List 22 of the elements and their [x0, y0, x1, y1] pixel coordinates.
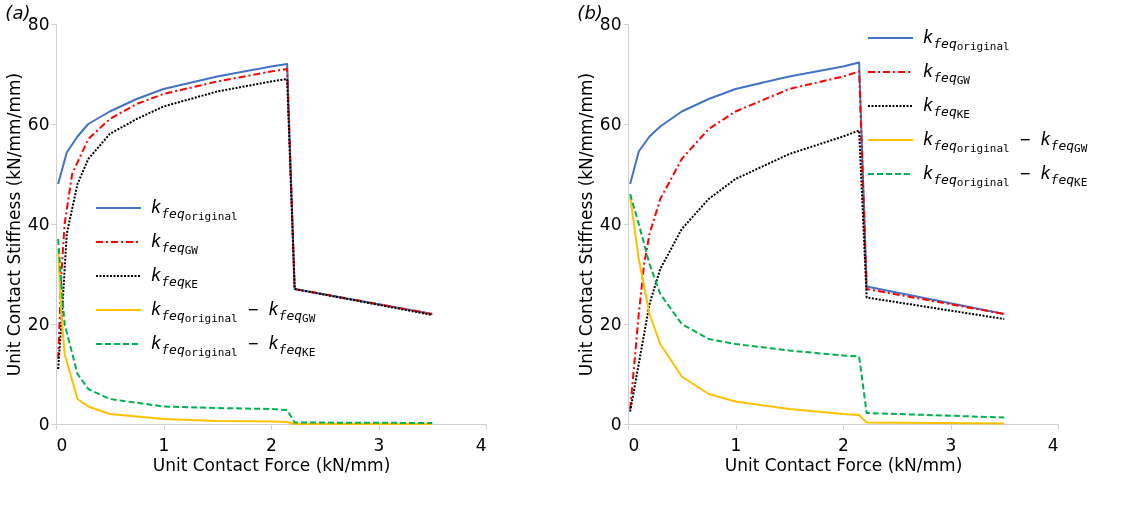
- x-tick-label: 3: [945, 434, 957, 455]
- y-axis-title: Unit Contact Stiffness (kN/mm/mm): [3, 72, 24, 377]
- x-tick-label: 2: [838, 434, 849, 455]
- x-tick-label: 4: [475, 434, 487, 455]
- y-tick-label: 40: [27, 213, 50, 234]
- y-tick-label: 40: [599, 213, 622, 234]
- x-axis-title: Unit Contact Force (kN/mm): [152, 454, 391, 475]
- y-tick-label: 60: [27, 113, 50, 134]
- x-tick-label: 1: [158, 434, 170, 455]
- y-tick-label: 0: [610, 413, 622, 434]
- x-tick-label: 1: [730, 434, 742, 455]
- y-axis-title: Unit Contact Stiffness (kN/mm/mm): [575, 72, 596, 377]
- x-tick-label: 0: [56, 434, 68, 455]
- y-tick-label: 0: [38, 413, 50, 434]
- y-tick-label: 20: [27, 313, 50, 334]
- x-tick-label: 0: [628, 434, 640, 455]
- x-axis-title: Unit Contact Force (kN/mm): [724, 454, 963, 475]
- x-tick-label: 4: [1047, 434, 1059, 455]
- y-tick-label: 20: [599, 313, 622, 334]
- y-tick-label: 60: [599, 113, 622, 134]
- x-tick-label: 3: [373, 434, 385, 455]
- x-tick-label: 2: [266, 434, 277, 455]
